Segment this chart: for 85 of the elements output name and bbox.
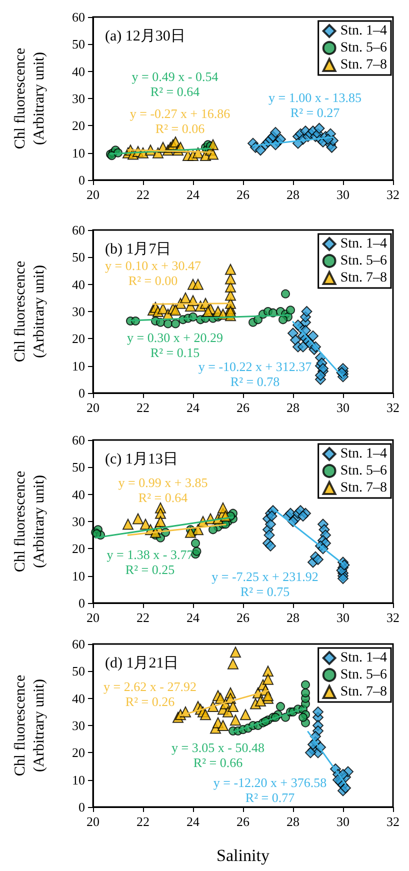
y-tick-label: 0: [78, 172, 85, 188]
x-tick-label: 30: [336, 187, 350, 202]
y-axis-title: Chl fluorescence (Arbitrary unit): [12, 674, 48, 776]
x-tick-label: 24: [186, 187, 200, 202]
legend-label: Stn. 1–4: [340, 236, 388, 252]
text: (c) 1月13日: [105, 452, 178, 468]
y-tick-label: 50: [72, 36, 85, 52]
y-tick-label: 0: [78, 800, 85, 814]
y-tick-label: 50: [72, 460, 85, 475]
annotation: y = -7.25 x + 231.92 R² = 0.75: [212, 569, 318, 599]
text: (b) 1月7日: [105, 242, 172, 258]
legend-label: Stn. 1–4: [340, 446, 388, 462]
legend-label: Stn. 7–8: [340, 684, 388, 700]
y-tick-label: 20: [72, 541, 85, 556]
x-tick-label: 28: [286, 400, 300, 415]
x-tick-label: 32: [386, 187, 400, 202]
y-axis-title: Chl fluorescence (Arbitrary unit): [12, 470, 48, 572]
x-tick-label: 24: [186, 400, 200, 415]
annotation: y = -10.22 x + 312.37 R² = 0.78: [198, 359, 312, 389]
annotation: y = -12.20 x + 376.58 R² = 0.77: [213, 775, 327, 805]
y-tick-label: 60: [72, 636, 85, 652]
x-tick-label: 22: [136, 814, 150, 829]
legend-label: Stn. 7–8: [340, 270, 388, 286]
x-tick-label: 28: [286, 610, 300, 625]
x-tick-label: 28: [286, 187, 300, 202]
annotation: y = 2.62 x - 27.92 R² = 0.26: [104, 679, 196, 709]
y-tick-label: 40: [72, 64, 85, 79]
x-tick-label: 30: [336, 814, 350, 829]
y-tick-label: 40: [72, 276, 85, 292]
annotation: y = 0.10 x + 30.47 R² = 0.00: [105, 258, 202, 288]
y-tick-label: 0: [78, 596, 85, 610]
x-tick-label: 30: [336, 610, 350, 625]
y-tick-label: 10: [72, 568, 85, 584]
y-tick-label: 30: [72, 718, 85, 733]
x-tick-label: 26: [236, 187, 250, 202]
y-tick-label: 60: [72, 10, 85, 24]
y-tick-label: 20: [72, 745, 85, 760]
x-tick-label: 22: [136, 610, 150, 625]
legend-label: Stn. 1–4: [340, 24, 388, 38]
annotation: y = 0.99 x + 3.85 R² = 0.64: [118, 475, 208, 505]
x-tick-label: 32: [386, 400, 400, 415]
y-tick-label: 20: [72, 118, 85, 134]
y-tick-label: 10: [72, 772, 85, 788]
y-tick-label: 30: [72, 514, 85, 529]
y-tick-label: 50: [72, 250, 85, 265]
x-tick-label: 26: [236, 610, 250, 625]
y-tick-label: 60: [72, 432, 85, 448]
text: (a) 12月30日: [105, 28, 186, 44]
y-tick-label: 30: [72, 304, 85, 319]
y-tick-label: 0: [78, 386, 85, 400]
x-tick-label: 32: [386, 610, 400, 625]
legend-label: Stn. 1–4: [340, 650, 388, 666]
y-tick-label: 10: [72, 145, 85, 160]
x-tick-label: 32: [386, 814, 400, 829]
x-tick-label: 30: [336, 400, 350, 415]
x-tick-label: 22: [136, 400, 150, 415]
x-tick-label: 22: [136, 187, 150, 202]
y-axis-title: Chl fluorescence (Arbitrary unit): [12, 48, 48, 150]
legend-label: Stn. 5–6: [340, 464, 388, 478]
legend-label: Stn. 5–6: [340, 254, 388, 268]
legend-label: Stn. 7–8: [340, 58, 388, 72]
annotation: y = 0.30 x + 20.29 R² = 0.15: [127, 330, 223, 360]
y-tick-label: 30: [72, 91, 85, 106]
y-tick-label: 20: [72, 331, 85, 346]
x-tick-label: 26: [236, 400, 250, 415]
legend-label: Stn. 5–6: [340, 40, 388, 56]
text: (d) 1月21日: [105, 656, 179, 672]
annotation: y = 3.05 x - 50.48 R² = 0.66: [172, 740, 264, 770]
annotation: y = 0.49 x - 0.54 R² = 0.64: [132, 69, 219, 99]
legend-label: Stn. 5–6: [340, 668, 388, 682]
legend-label: Stn. 7–8: [340, 480, 388, 496]
y-tick-label: 10: [72, 358, 85, 374]
y-tick-label: 40: [72, 486, 85, 502]
y-tick-label: 60: [72, 222, 85, 238]
x-tick-label: 26: [236, 814, 250, 829]
y-axis-title: Chl fluorescence (Arbitrary unit): [12, 260, 48, 362]
x-tick-label: 28: [286, 814, 300, 829]
annotation: y = 1.00 x - 13.85 R² = 0.27: [268, 90, 362, 120]
y-tick-label: 50: [72, 664, 85, 679]
x-axis-title: Salinity: [216, 846, 270, 865]
y-tick-label: 40: [72, 690, 85, 706]
annotation: y = -0.27 x + 16.86 R² = 0.06: [130, 106, 231, 136]
x-tick-label: 24: [186, 814, 200, 829]
x-tick-label: 24: [186, 610, 200, 625]
annotation: y = 1.38 x - 3.77 R² = 0.25: [106, 547, 194, 577]
